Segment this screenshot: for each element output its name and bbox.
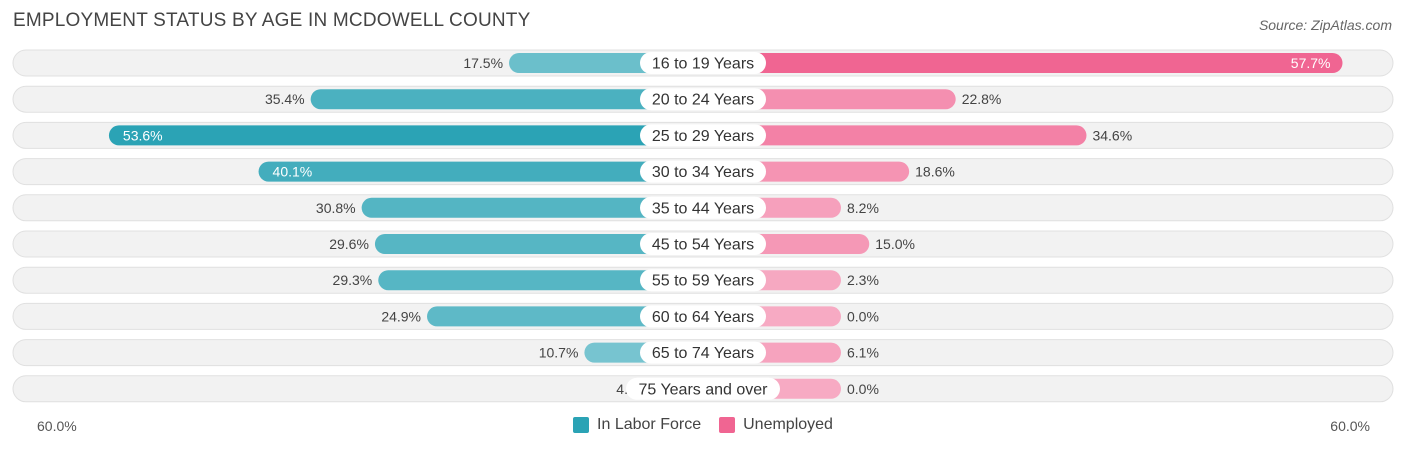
legend-swatch-labor-force bbox=[573, 417, 590, 433]
value-label-labor-force: 53.6% bbox=[123, 127, 163, 143]
category-label: 65 to 74 Years bbox=[652, 345, 754, 362]
bar-labor-force bbox=[427, 306, 703, 327]
category-label: 30 to 34 Years bbox=[652, 164, 754, 181]
value-label-labor-force: 29.6% bbox=[329, 236, 369, 252]
category-label: 45 to 54 Years bbox=[652, 237, 754, 254]
legend-swatch-unemployed bbox=[719, 417, 736, 433]
category-label: 55 to 59 Years bbox=[652, 273, 754, 290]
bar-labor-force bbox=[378, 270, 703, 291]
value-label-labor-force: 35.4% bbox=[265, 91, 305, 107]
legend-item-labor-force[interactable]: In Labor Force bbox=[573, 416, 701, 434]
category-pill bbox=[640, 196, 766, 219]
value-label-unemployed: 57.7% bbox=[1291, 55, 1331, 71]
bar-labor-force bbox=[361, 197, 703, 218]
value-label-unemployed: 0.0% bbox=[847, 381, 879, 397]
value-label-labor-force: 24.9% bbox=[381, 308, 421, 324]
axis-left-label: 60.0% bbox=[37, 418, 77, 434]
bar-labor-force bbox=[310, 89, 703, 110]
legend-label-unemployed: Unemployed bbox=[743, 416, 833, 433]
category-label: 25 to 29 Years bbox=[652, 128, 754, 145]
category-label: 75 Years and over bbox=[639, 381, 769, 398]
value-label-unemployed: 15.0% bbox=[875, 236, 915, 252]
category-pill bbox=[640, 233, 766, 255]
bar-unemployed bbox=[703, 89, 956, 110]
bar-labor-force bbox=[108, 125, 703, 146]
bar-labor-force bbox=[258, 161, 703, 182]
category-pill bbox=[640, 269, 766, 292]
axis-right-label: 60.0% bbox=[1330, 418, 1370, 434]
category-pill bbox=[640, 341, 766, 364]
category-pill bbox=[640, 160, 766, 183]
category-label: 60 to 64 Years bbox=[652, 309, 754, 326]
category-pill bbox=[640, 305, 766, 328]
bar-unemployed bbox=[703, 125, 1087, 146]
legend-item-unemployed[interactable]: Unemployed bbox=[719, 416, 833, 434]
category-label: 16 to 19 Years bbox=[652, 56, 754, 73]
category-label: 35 to 44 Years bbox=[652, 200, 754, 217]
category-pill bbox=[640, 52, 766, 74]
value-label-unemployed: 18.6% bbox=[915, 164, 955, 180]
value-label-unemployed: 2.3% bbox=[847, 272, 879, 288]
value-label-unemployed: 34.6% bbox=[1092, 127, 1132, 143]
chart-title: EMPLOYMENT STATUS BY AGE IN MCDOWELL COU… bbox=[13, 10, 531, 31]
source-credit: Source: ZipAtlas.com bbox=[1258, 17, 1392, 33]
category-pill bbox=[626, 377, 780, 400]
value-label-labor-force: 40.1% bbox=[273, 164, 313, 180]
value-label-labor-force: 10.7% bbox=[539, 345, 579, 361]
value-label-unemployed: 22.8% bbox=[962, 91, 1002, 107]
bar-unemployed bbox=[703, 53, 1343, 73]
value-label-unemployed: 8.2% bbox=[847, 200, 879, 216]
legend: In Labor Force Unemployed bbox=[0, 416, 1406, 434]
legend-label-labor-force: In Labor Force bbox=[597, 416, 702, 433]
value-label-labor-force: 30.8% bbox=[316, 200, 356, 216]
value-label-unemployed: 6.1% bbox=[847, 345, 879, 361]
value-label-labor-force: 17.5% bbox=[463, 55, 503, 71]
bar-labor-force bbox=[374, 234, 703, 254]
value-label-unemployed: 0.0% bbox=[847, 308, 879, 324]
category-label: 20 to 24 Years bbox=[652, 92, 754, 109]
category-pill bbox=[640, 88, 766, 111]
value-label-labor-force: 29.3% bbox=[333, 272, 373, 288]
category-pill bbox=[640, 124, 766, 147]
